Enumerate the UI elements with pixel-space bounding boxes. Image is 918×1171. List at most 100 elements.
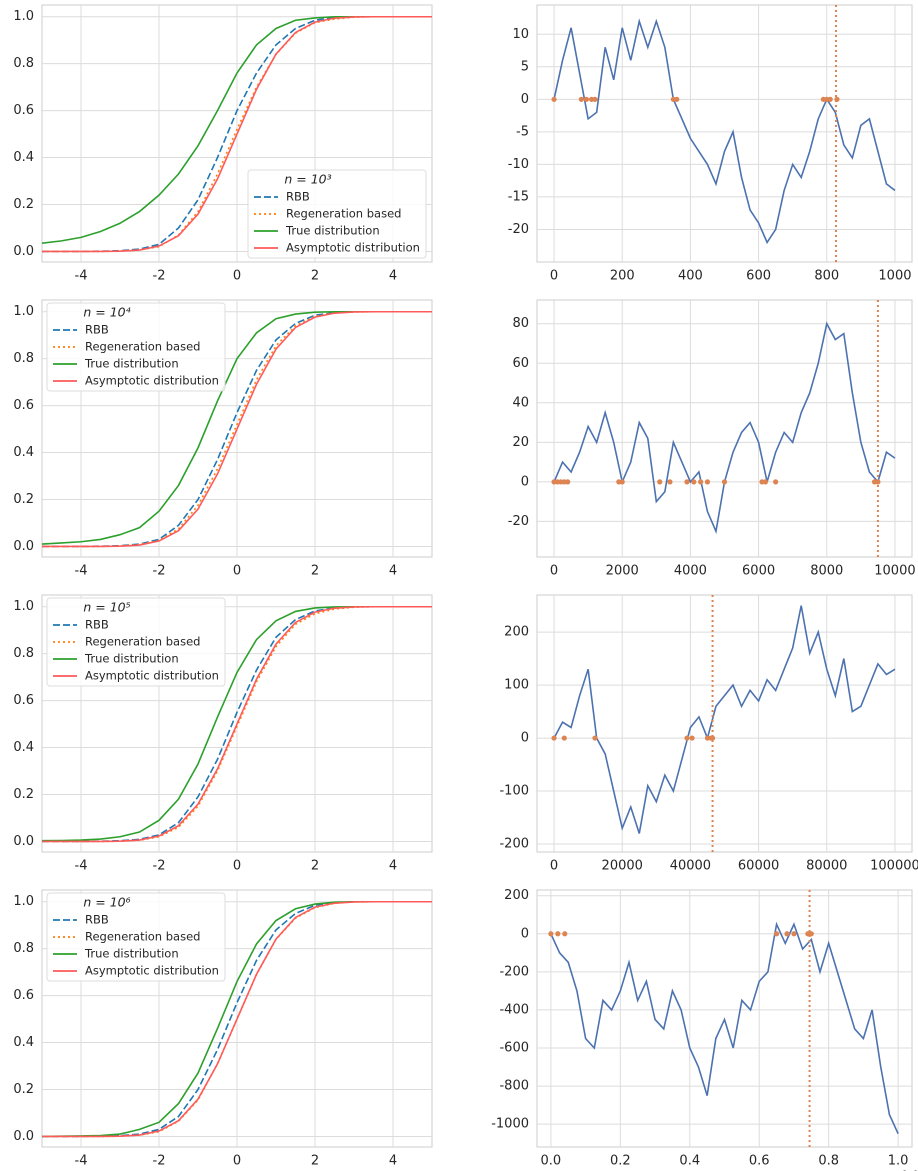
series-line bbox=[553, 605, 896, 834]
y-tick-label: 200 bbox=[504, 888, 529, 903]
y-tick-label: 0.4 bbox=[13, 150, 34, 165]
x-tick-label: -2 bbox=[153, 564, 166, 579]
legend-title: n = 10³ bbox=[284, 172, 331, 187]
marker bbox=[562, 931, 568, 937]
x-tick-label: 4 bbox=[389, 1154, 397, 1169]
y-tick-label: 80 bbox=[512, 316, 529, 331]
subplot: 0 2000 4000 6000 8000 10000 -20 0 20 40 60 80 bbox=[508, 299, 916, 579]
plot-layer bbox=[548, 890, 899, 1147]
x-tick-label: -2 bbox=[153, 859, 166, 874]
marker bbox=[583, 96, 590, 102]
y-tick-label: 0.8 bbox=[13, 941, 34, 956]
series-line bbox=[42, 605, 432, 843]
y-tick-label: 1.0 bbox=[13, 599, 34, 614]
legend: n = 10³ RBB Regeneration based True distrib… bbox=[247, 169, 427, 259]
legend-label: RBB bbox=[85, 323, 109, 337]
legend-label: True distribution bbox=[84, 652, 179, 666]
y-tick-label: 0.0 bbox=[13, 834, 34, 849]
x-tick-label: 0.8 bbox=[818, 1154, 839, 1169]
marker bbox=[657, 479, 663, 485]
legend-label: RBB bbox=[286, 190, 310, 204]
series-line bbox=[42, 900, 432, 1138]
marker bbox=[773, 931, 780, 937]
marker bbox=[691, 479, 697, 485]
y-tick-label: 0.6 bbox=[13, 988, 34, 1003]
subplot: -4 -2 0 2 4 0.0 0.2 0.4 0.6 0.8 1.0 n = 10³ RBB Regen… bbox=[13, 4, 433, 284]
x-tick-label: 20000 bbox=[602, 859, 643, 874]
subplot: 0 20000 40000 60000 80000 100000 -200 -100 0 100 2… bbox=[499, 594, 918, 874]
legend-label: True distribution bbox=[84, 947, 179, 961]
subplot: -4 -2 0 2 4 0.0 0.2 0.4 0.6 0.8 1.0 n = 10⁶ RBB Regen… bbox=[13, 889, 433, 1169]
legend-label: RBB bbox=[85, 618, 109, 632]
x-tick-label: 1000 bbox=[878, 269, 911, 284]
y-tick-label: 0.4 bbox=[13, 1035, 34, 1050]
x-tick-label: 0 bbox=[550, 859, 558, 874]
x-tick-label: 0.2 bbox=[610, 1154, 631, 1169]
subplot: -4 -2 0 2 4 0.0 0.2 0.4 0.6 0.8 1.0 n = 10⁴ RBB Regen… bbox=[13, 299, 433, 579]
x-tick-label: -4 bbox=[75, 564, 88, 579]
y-tick-label: -200 bbox=[499, 964, 529, 979]
x-tick-label: 100000 bbox=[870, 859, 918, 874]
marker bbox=[565, 479, 571, 485]
marker bbox=[674, 96, 680, 102]
marker bbox=[592, 96, 598, 102]
legend-label: Asymptotic distribution bbox=[286, 241, 420, 255]
y-tick-label: 5 bbox=[521, 59, 529, 74]
marker bbox=[709, 735, 716, 741]
y-tick-label: 0 bbox=[521, 474, 529, 489]
y-tick-label: 0.2 bbox=[13, 787, 34, 802]
marker bbox=[548, 931, 554, 937]
y-tick-label: -20 bbox=[508, 222, 529, 237]
x-tick-label: 0 bbox=[233, 1154, 241, 1169]
legend: n = 10⁴ RBB Regeneration based True distrib… bbox=[46, 302, 226, 392]
marker bbox=[667, 479, 673, 485]
plot-layer bbox=[42, 15, 432, 253]
marker bbox=[773, 479, 779, 485]
series-line bbox=[42, 310, 432, 548]
series-line bbox=[553, 18, 896, 245]
legend-label: Asymptotic distribution bbox=[85, 669, 219, 683]
legend-label: Regeneration based bbox=[85, 340, 200, 354]
y-tick-label: 0.6 bbox=[13, 398, 34, 413]
marker bbox=[827, 96, 833, 102]
legend-label: Regeneration based bbox=[85, 635, 200, 649]
marker bbox=[704, 479, 711, 485]
y-tick-label: 60 bbox=[512, 356, 529, 371]
y-tick-label: 1.0 bbox=[13, 9, 34, 24]
marker bbox=[762, 479, 769, 485]
plot-layer bbox=[42, 310, 432, 548]
x-tick-label: 2 bbox=[311, 269, 319, 284]
x-tick-label: 0 bbox=[233, 564, 241, 579]
legend-box bbox=[46, 892, 226, 982]
y-tick-label: 0.4 bbox=[13, 445, 34, 460]
x-tick-label: 0 bbox=[233, 859, 241, 874]
series-line bbox=[550, 921, 899, 1135]
legend-label: Asymptotic distribution bbox=[85, 964, 219, 978]
marker bbox=[698, 479, 704, 485]
x-offset-label: 1e6 bbox=[902, 1170, 917, 1171]
legend-title: n = 10⁴ bbox=[83, 305, 130, 320]
x-tick-label: 600 bbox=[746, 269, 771, 284]
marker bbox=[791, 931, 797, 937]
y-tick-label: -100 bbox=[499, 784, 529, 799]
subplot: -4 -2 0 2 4 0.0 0.2 0.4 0.6 0.8 1.0 n = 10⁵ RBB Regen… bbox=[13, 594, 433, 874]
legend-label: True distribution bbox=[84, 357, 179, 371]
plot-layer bbox=[42, 605, 432, 843]
y-tick-label: 200 bbox=[504, 625, 529, 640]
x-tick-label: 4 bbox=[389, 564, 397, 579]
x-tick-label: 200 bbox=[610, 269, 635, 284]
x-tick-label: 10000 bbox=[874, 564, 915, 579]
series-line bbox=[42, 15, 432, 253]
x-tick-label: 0.6 bbox=[749, 1154, 770, 1169]
plot-layer bbox=[551, 5, 896, 262]
y-tick-label: 0 bbox=[521, 731, 529, 746]
y-tick-label: 0.0 bbox=[13, 1129, 34, 1144]
x-tick-label: 6000 bbox=[742, 564, 775, 579]
y-tick-label: 0.0 bbox=[13, 539, 34, 554]
x-tick-label: 2 bbox=[311, 564, 319, 579]
marker bbox=[555, 931, 561, 937]
x-tick-label: 60000 bbox=[738, 859, 779, 874]
legend-label: Regeneration based bbox=[286, 207, 401, 221]
subplot: 0 200 400 600 800 1000 -20 -15 -10 -5 0 5 10 bbox=[508, 4, 913, 284]
legend: n = 10⁵ RBB Regeneration based True distrib… bbox=[46, 597, 226, 687]
